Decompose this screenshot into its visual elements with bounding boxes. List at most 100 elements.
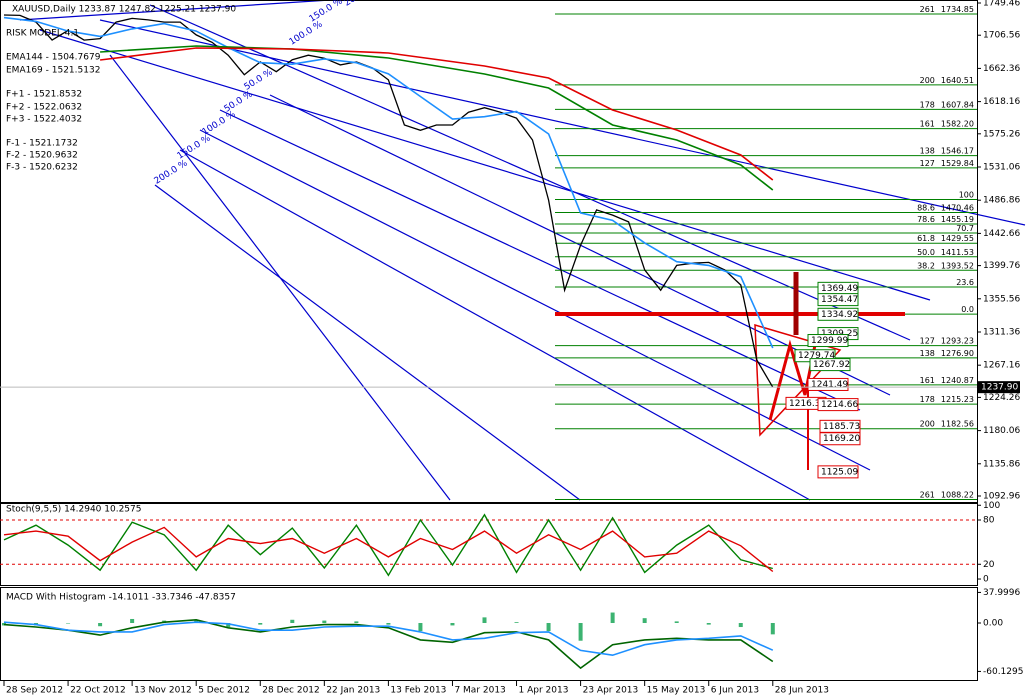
fib-label: 50.0 1411.53 [917,247,974,256]
fib-level: 261 [920,490,935,499]
price-box-label: 1267.92 [813,360,850,370]
price-box [807,334,849,348]
macd-histogram-bar [610,612,615,624]
marks [3,14,774,388]
info-text: F-3 - 1520.6232 [6,163,78,173]
fib-price: 1088.22 [941,490,974,499]
channel-line [39,29,931,301]
fib-price: 1640.51 [941,75,974,84]
fib-price: 1455.19 [941,214,974,223]
fib-level: 127 [920,336,935,345]
info-text: EMA169 - 1521.5132 [6,66,100,76]
x-tick-label: 28 Jun 2013 [775,686,829,696]
fib-level: 23.6 [956,278,974,287]
info-text: EMA144 - 1504.7679 [6,53,101,63]
current-price-label: 1237.90 [981,383,1018,393]
y-tick-label: 1531.06 [983,163,1020,173]
fib-level: 70.7 [956,224,974,233]
fib-label: 100 [959,190,974,199]
x-tick-label: 28 Dec 2012 [262,686,320,696]
fib-level: 78.6 [917,214,935,223]
fib-level: 127 [920,158,935,167]
macd-histogram-bar [226,623,231,628]
y-tick-label: -60.1295 [983,667,1023,677]
macd-histogram-bar [2,623,7,626]
main-frame [0,0,978,503]
y-tick-label: 0.00 [983,619,1003,629]
price-box [817,465,859,479]
fib-level: 100 [959,190,974,199]
x-tick-label: 22 Oct 2012 [70,686,126,696]
y-tick-label: 1442.66 [983,229,1020,239]
price-box-label: 1214.66 [821,400,858,410]
fib-label: 138 1276.90 [920,348,974,357]
y-tick-label: 80 [983,516,995,526]
macd-line [3,621,774,657]
y-tick-label: 100 [983,501,1000,511]
fib-label: 78.6 1455.19 [917,214,974,223]
macd-histogram-bar [290,619,295,624]
fib-level: 178 [920,395,935,404]
macd-frame [0,587,978,681]
y-tick-label: 1355.56 [983,294,1020,304]
fib-label: 261 1734.85 [920,4,974,13]
fib-price: 1429.55 [941,234,974,243]
macd-histogram-bar [578,623,583,641]
fib-level: 161 [920,375,935,384]
y-tick-label: 20 [983,560,995,570]
fib-price: 1276.90 [941,348,974,357]
fib-price: 1393.52 [941,261,974,270]
fib-level: 50.0 [917,247,935,256]
info-text: F+1 - 1521.8532 [6,90,82,100]
macd-histogram-bar [98,623,103,627]
current-price-box [978,381,1020,394]
price-box-label: 1279.74 [798,351,835,361]
channel-line [109,54,451,501]
macd-line [3,618,774,670]
macd-histogram-bar [354,621,359,624]
moving-average [3,16,774,349]
moving-average [100,47,774,181]
price-box-label: 1369.49 [821,284,858,294]
macd-histogram-bar [514,622,519,624]
macd-histogram-bar [674,621,679,624]
x-tick-label: 6 Jun 2013 [711,686,759,696]
price-box-label: 1299.99 [811,336,848,346]
fib-label: 161 1582.20 [920,119,974,128]
info-text: RISK MODEL 4.1 [6,29,79,39]
price-box-label: 1354.47 [821,295,858,305]
price-box-label: 1185.73 [823,422,860,432]
info-text: F+2 - 1522.0632 [6,103,82,113]
y-tick-label: 1135.86 [983,459,1020,469]
macd-histogram-bar [450,623,455,626]
fib-level: 0.0 [961,305,974,314]
fib-level: 178 [920,100,935,109]
y-tick-label: 1092.96 [983,491,1020,501]
y-tick-label: 1311.36 [983,327,1020,337]
price-box-label: 1241.49 [811,380,848,390]
fib-price: 1470.46 [941,203,974,212]
price-box-label: 1216.3 [789,399,821,409]
macd-histogram-bar [482,617,487,624]
y-tick-label: 1486.86 [983,196,1020,206]
stoch-frame [0,503,978,586]
price-box [817,307,859,321]
fib-label: 200 1182.56 [920,419,974,428]
y-tick-label: 1749.46 [983,0,1020,8]
stoch-line [3,526,774,573]
channel-lines [19,0,1026,501]
macd-histogram-bar [418,623,423,632]
fib-level: 138 [920,146,935,155]
price-box [817,398,859,412]
fib-label: 70.7 [956,224,974,233]
fib-price: 1240.87 [941,375,974,384]
x-tick-label: 1 Apr 2013 [519,686,569,696]
chart-title: XAUUSD,Daily 1233.87 1247.82 1225.21 123… [12,5,236,15]
stoch-line [3,513,773,577]
fib-label: 38.2 1393.52 [917,261,974,270]
price-box-label: 1125.09 [821,467,858,477]
y-tick-label: 1224.26 [983,393,1020,403]
x-tick-label: 13 Feb 2013 [390,686,446,696]
info-text: F-1 - 1521.1732 [6,139,78,149]
y-tick-label: 1399.76 [983,261,1020,271]
